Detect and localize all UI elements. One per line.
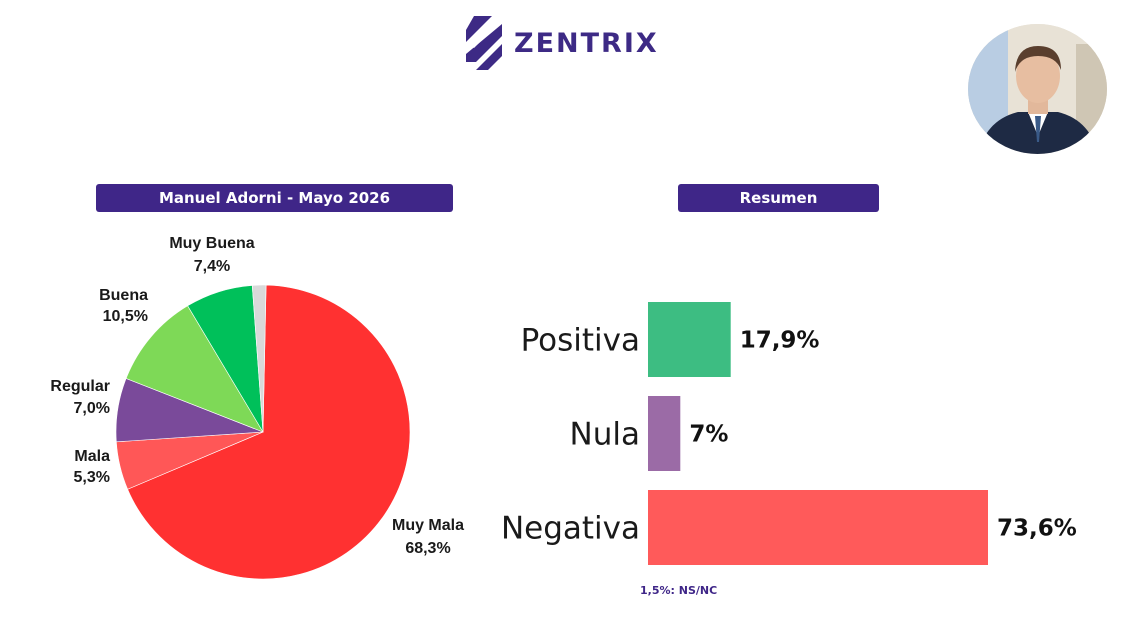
bar-nula xyxy=(648,396,681,471)
pie-label-regular: Regular xyxy=(50,378,110,395)
pie-label-mala: Mala xyxy=(74,448,110,465)
pie-label-muy-buena: Muy Buena xyxy=(169,235,254,252)
bar-label-negativa: Negativa xyxy=(501,511,640,547)
bar-label-nula: Nula xyxy=(570,417,640,453)
pie-value-muy-buena: 7,4% xyxy=(194,258,230,275)
pie-label-buena: Buena xyxy=(99,287,148,304)
bar-label-positiva: Positiva xyxy=(521,323,640,359)
zentrix-logo-icon xyxy=(466,16,502,70)
bar-value-negativa: 73,6% xyxy=(997,516,1077,542)
bar-title: Resumen xyxy=(678,184,879,212)
bar-value-nula: 7% xyxy=(689,422,728,448)
pie-value-mala: 5,3% xyxy=(74,469,110,486)
pie-title: Manuel Adorni - Mayo 2026 xyxy=(96,184,453,212)
pie-slice-muy-mala xyxy=(127,284,411,580)
pie-chart: Muy Mala 68,3% Mala 5,3% Regular 7,0% Buena 10,… xyxy=(50,235,464,580)
pie-label-muy-mala: Muy Mala xyxy=(392,517,464,534)
bar-negativa xyxy=(648,490,988,565)
ns-nc-note: 1,5%: NS/NC xyxy=(640,584,718,597)
pie-slice-buena xyxy=(125,305,264,433)
brand-name: ZENTRIX xyxy=(514,27,659,59)
pie-value-regular: 7,0% xyxy=(74,400,110,417)
bar-value-positiva: 17,9% xyxy=(740,328,820,354)
pie-slice-ns-nc xyxy=(251,284,267,433)
bar-positiva xyxy=(648,302,731,377)
pie-value-buena: 10,5% xyxy=(103,308,148,325)
pie-value-muy-mala: 68,3% xyxy=(405,540,450,557)
brand-logo: ZENTRIX xyxy=(462,14,659,72)
